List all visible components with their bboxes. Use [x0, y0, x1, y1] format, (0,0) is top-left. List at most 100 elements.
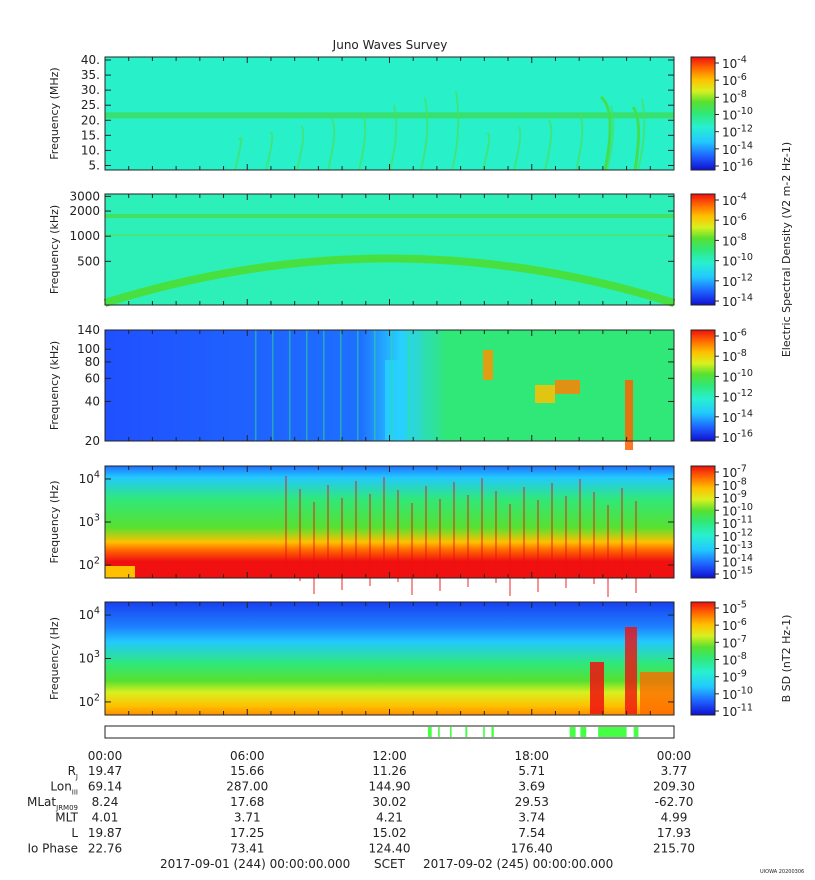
ephemeris-label: MLT — [55, 811, 78, 825]
ephemeris-value: 17.25 — [230, 826, 264, 840]
spectrogram-panel-4: 104 103 102 Frequency (Hz) — [48, 465, 675, 597]
panel-1-emission — [544, 119, 553, 171]
colorbar-tick-label: 10-16 — [722, 429, 753, 445]
colorbar-5-scale — [690, 601, 716, 716]
ephemeris-value: 4.01 — [92, 811, 119, 825]
flag-segment — [491, 727, 494, 737]
colorbar-1-scale — [690, 56, 716, 171]
time-axis: 00:00 06:00 12:00 18:00 00:00 — [88, 749, 692, 763]
panel-4-streak — [411, 503, 413, 595]
spectrogram-panels: 5.10.15.20.25.30.35.40. Frequency (MHz) 30… — [48, 53, 676, 716]
panel-2-band — [105, 214, 674, 218]
y-tick-label: 103 — [79, 513, 100, 529]
flag-segment — [449, 727, 452, 737]
panel-3-streak — [442, 330, 444, 441]
panel-1-emission — [631, 106, 641, 171]
colorbar-tick-label: 10-14 — [722, 553, 753, 569]
panel-3-streak — [374, 330, 376, 441]
panel-1-emission — [606, 105, 615, 171]
ephemeris-value: 29.53 — [515, 795, 549, 809]
colorbar-2-label: Electric Spectral Density (V2 m-2 Hz-1) — [780, 142, 793, 357]
panel-3-streak — [306, 330, 308, 441]
ephemeris-value: 17.68 — [230, 795, 264, 809]
colorbars: 10-410-610-810-1010-1210-1410-1610-410-6… — [690, 55, 793, 719]
time-label: 00:00 — [88, 749, 123, 763]
ephemeris-value: 3.74 — [518, 811, 545, 825]
colorbar-tick-label: 10-8 — [722, 348, 747, 364]
colorbar-5-label: B SD (nT2 Hz-1) — [780, 615, 793, 703]
y-tick-label: 3000 — [69, 189, 100, 203]
ephemeris-label: Io Phase — [27, 842, 78, 856]
colorbar-tick-label: 10-8 — [722, 651, 747, 667]
y-tick-label: 1000 — [69, 229, 100, 243]
colorbar-tick-label: 10-6 — [722, 212, 747, 228]
panel-4-streak — [635, 501, 637, 593]
colorbar-tick-label: 10-6 — [722, 72, 747, 88]
ephemeris-table: RJ 19.47 15.66 11.26 5.71 3.77 LonIII 69.14 287.… — [27, 764, 695, 856]
panel-4-streak — [327, 485, 329, 577]
colorbar-tick-label: 10-8 — [722, 476, 747, 492]
y-tick-label: 35. — [81, 68, 100, 82]
colorbar-4-scale — [690, 465, 716, 579]
y-tick-label: 103 — [79, 649, 100, 665]
colorbar-tick-label: 10-14 — [722, 408, 753, 424]
spectrogram-panel-5: 104 103 102 Frequency (Hz) — [48, 601, 675, 716]
ephemeris-value: 19.87 — [88, 826, 122, 840]
ephemeris-value: 69.14 — [88, 780, 122, 794]
panel-4-streak — [481, 478, 483, 570]
panel-1-emission — [482, 132, 491, 171]
flag-segment — [633, 727, 639, 737]
ephemeris-value: 17.93 — [657, 826, 691, 840]
panel-4-streak — [607, 505, 609, 597]
panel-4-background — [105, 466, 674, 578]
y-tick-label: 104 — [79, 606, 100, 622]
panel-3-streak — [255, 330, 257, 441]
colorbar-tick-label: 10-11 — [722, 703, 753, 719]
y-tick-label: 25. — [81, 98, 100, 112]
panel-4-streak — [495, 491, 497, 583]
ephemeris-value: 3.71 — [234, 811, 261, 825]
flag-segment — [438, 727, 440, 737]
colorbar-tick-label: 10-15 — [722, 566, 753, 582]
colorbar-tick-label: 10-14 — [722, 140, 753, 156]
footer-end-time: 2017-09-02 (245) 00:00:00.000 — [423, 857, 613, 871]
colorbar-tick-label: 10-10 — [722, 368, 753, 384]
flag-strip-frame — [104, 725, 675, 739]
panel-5-background — [105, 602, 674, 715]
ephemeris-value: 287.00 — [226, 780, 268, 794]
panel-3-streak — [272, 330, 274, 441]
flag-segment — [580, 727, 587, 737]
colorbar-tick-label: 10-7 — [722, 634, 747, 650]
colorbar-tick-label: 10-11 — [722, 515, 753, 531]
ephemeris-value: 15.02 — [372, 826, 406, 840]
panel-3-streak — [340, 330, 342, 441]
panel-3-streak — [425, 330, 427, 441]
y-tick-label: 80 — [85, 355, 100, 369]
panel-4-streak — [467, 495, 469, 587]
flag-segments — [427, 727, 639, 737]
y-tick-label: 104 — [79, 470, 100, 486]
panel-4-streak — [621, 488, 623, 580]
ephemeris-value: 30.02 — [372, 795, 406, 809]
panel-4-streak — [313, 502, 315, 594]
panel-1-emission — [637, 98, 646, 171]
colorbar-3: 10-6 10-8 10-10 10-12 10-14 10-16 — [690, 328, 753, 445]
y-tick-label: 40 — [85, 394, 100, 408]
ephemeris-value: 209.30 — [653, 780, 695, 794]
panel-4-streak — [523, 487, 525, 579]
ephemeris-value: -62.70 — [655, 795, 694, 809]
y-tick-label: 15. — [81, 128, 100, 142]
flag-segment — [483, 727, 485, 737]
colorbar-tick-label: 10-14 — [722, 293, 753, 309]
colorbar-tick-label: 10-9 — [722, 668, 747, 684]
panel-4-patch — [105, 566, 135, 578]
colorbar-3-scale — [690, 329, 716, 442]
colorbar-tick-label: 10-9 — [722, 489, 747, 505]
y-tick-label: 60 — [85, 371, 100, 385]
y-tick-label: 40. — [81, 53, 100, 67]
footer-scet-label: SCET — [374, 857, 406, 871]
colorbar-tick-label: 10-12 — [722, 272, 753, 288]
colorbar-tick-label: 10-10 — [722, 106, 753, 122]
panel-1-emission — [451, 90, 460, 171]
